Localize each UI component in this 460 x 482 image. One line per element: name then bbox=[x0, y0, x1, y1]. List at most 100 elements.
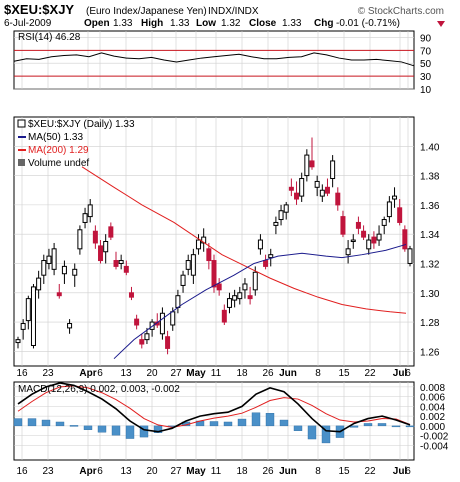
price-y-tick-label: 1.40 bbox=[420, 142, 440, 153]
date-label: 6-Jul-2009 bbox=[4, 18, 52, 29]
candle-body bbox=[41, 260, 47, 276]
macd-y-tick-label: 0.004 bbox=[420, 402, 445, 413]
candle-body bbox=[67, 323, 73, 329]
macd-histogram-bar bbox=[13, 418, 23, 427]
candle-body bbox=[61, 265, 67, 275]
macd-histogram-bar bbox=[237, 418, 247, 427]
candle-body bbox=[165, 336, 171, 349]
down-arrow-icon bbox=[437, 21, 445, 27]
macd-histogram-bar bbox=[223, 421, 233, 427]
x-tick-label: 18 bbox=[236, 368, 248, 379]
macd-histogram-bar bbox=[209, 421, 219, 427]
macd-histogram-bar bbox=[83, 425, 93, 430]
price-y-tick-label: 1.32 bbox=[420, 259, 440, 270]
low-value: 1.32 bbox=[221, 18, 241, 29]
candle-body bbox=[20, 323, 26, 330]
x-tick-label: Apr bbox=[79, 466, 96, 477]
macd-y-tick-label: 0.008 bbox=[420, 383, 445, 394]
rsi-y-tick-label: 70 bbox=[420, 46, 432, 57]
candle-body bbox=[92, 230, 98, 244]
price-y-tick-label: 1.36 bbox=[420, 201, 440, 212]
symbol-title: $XEU:$XJY bbox=[4, 2, 74, 17]
macd-histogram-bar bbox=[265, 413, 275, 427]
legend-ma200: MA(200) 1.29 bbox=[28, 145, 89, 156]
exchange-label: INDX/INDX bbox=[208, 6, 259, 17]
x-tick-label: 16 bbox=[16, 368, 28, 379]
rsi-y-tick-label: 30 bbox=[420, 72, 432, 83]
candle-body bbox=[30, 286, 36, 346]
candle-body bbox=[226, 298, 232, 308]
candle-body bbox=[56, 292, 62, 297]
candle-body bbox=[268, 254, 274, 259]
chg-value: -0.01 (-0.71%) bbox=[336, 18, 400, 29]
macd-histogram-bar bbox=[69, 425, 79, 427]
macd-histogram-bar bbox=[307, 425, 317, 440]
legend-swatch-price bbox=[17, 119, 26, 128]
macd-histogram-bar bbox=[363, 423, 373, 427]
candle-body bbox=[123, 265, 129, 273]
price-y-tick-label: 1.38 bbox=[420, 172, 440, 183]
x-tick-label: 13 bbox=[120, 466, 132, 477]
candle-body bbox=[118, 260, 124, 264]
macd-histogram-bar bbox=[349, 425, 359, 428]
rsi-line bbox=[13, 52, 415, 67]
candle-body bbox=[247, 295, 253, 300]
price-y-tick-label: 1.30 bbox=[420, 289, 440, 300]
rsi-y-tick-label: 10 bbox=[420, 85, 432, 96]
price-y-tick-label: 1.34 bbox=[420, 230, 440, 241]
candle-body bbox=[324, 186, 330, 194]
macd-title: MACD(12,26,9) 0.002, 0.003, -0.002 bbox=[18, 384, 180, 395]
close-value: 1.33 bbox=[282, 18, 302, 29]
macd-histogram-bar bbox=[321, 425, 331, 444]
candle-body bbox=[371, 236, 377, 244]
x-tick-label: 23 bbox=[42, 368, 54, 379]
candle-body bbox=[46, 255, 52, 264]
macd-histogram-bar bbox=[279, 419, 289, 427]
x-tick-label: 27 bbox=[170, 368, 182, 379]
candle-body bbox=[335, 192, 341, 206]
candle-body bbox=[144, 333, 150, 341]
legend-swatch-volume bbox=[18, 159, 25, 166]
source-label: © StockCharts.com bbox=[358, 6, 444, 17]
candle-body bbox=[180, 274, 186, 286]
candle-body bbox=[25, 298, 31, 322]
high-value: 1.33 bbox=[170, 18, 190, 29]
candle-body bbox=[402, 229, 408, 250]
candle-body bbox=[397, 207, 403, 223]
macd-histogram-bar bbox=[405, 425, 415, 428]
macd-histogram-bar bbox=[377, 423, 387, 427]
price-y-tick-label: 1.26 bbox=[420, 347, 440, 358]
price-y-tick-label: 1.28 bbox=[420, 318, 440, 329]
x-tick-label: 22 bbox=[364, 368, 376, 379]
candle-body bbox=[72, 268, 78, 276]
candle-body bbox=[216, 283, 222, 291]
x-tick-label: Jun bbox=[279, 466, 297, 477]
symbol-description: (Euro Index/Japanese Yen) bbox=[86, 6, 207, 17]
candle-body bbox=[273, 221, 279, 226]
candle-body bbox=[392, 195, 398, 200]
candle-body bbox=[242, 283, 248, 291]
candle-body bbox=[211, 260, 217, 288]
macd-y-tick-label: 0.006 bbox=[420, 393, 445, 404]
candle-body bbox=[407, 248, 413, 264]
x-tick-label: 13 bbox=[120, 368, 132, 379]
x-tick-label: 11 bbox=[211, 466, 222, 477]
candle-body bbox=[252, 271, 258, 291]
candle-body bbox=[345, 248, 351, 256]
macd-histogram-bar bbox=[153, 425, 163, 433]
candle-body bbox=[221, 309, 227, 323]
candle-body bbox=[139, 339, 145, 345]
x-tick-label: 20 bbox=[146, 466, 158, 477]
x-tick-label: 6 bbox=[405, 466, 411, 477]
candle-body bbox=[340, 216, 346, 235]
candle-body bbox=[159, 312, 165, 335]
candle-body bbox=[185, 260, 191, 270]
x-tick-label: 15 bbox=[338, 368, 350, 379]
candle-body bbox=[232, 295, 238, 301]
macd-y-tick-label: -0.004 bbox=[420, 441, 449, 452]
macd-histogram-bar bbox=[125, 425, 135, 439]
macd-histogram-bar bbox=[55, 421, 65, 427]
candle-body bbox=[355, 221, 361, 229]
candle-body bbox=[319, 189, 325, 197]
candle-body bbox=[206, 248, 212, 262]
